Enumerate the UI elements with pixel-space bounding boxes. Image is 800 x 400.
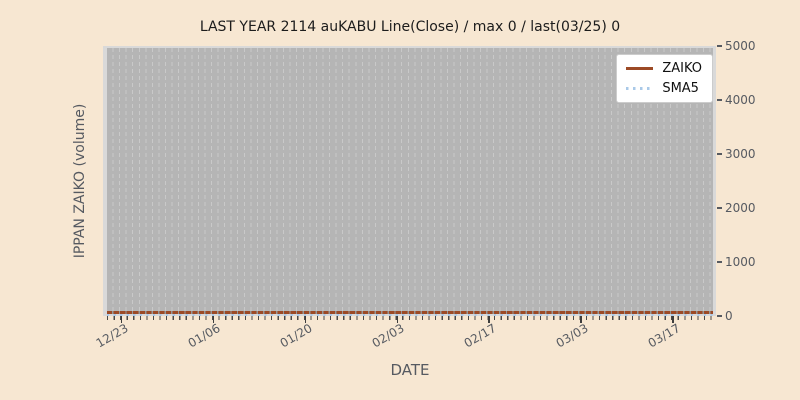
- sma5-line-series: [107, 314, 713, 316]
- legend: ZAIKO SMA5: [616, 54, 713, 103]
- y-tick-mark: [717, 207, 722, 209]
- y-tick-label: 3000: [725, 147, 756, 161]
- chart-title: LAST YEAR 2114 auKABU Line(Close) / max …: [199, 19, 621, 35]
- x-tick-label: 12/23: [93, 321, 131, 351]
- zaiko-line-swatch-icon: [626, 67, 654, 70]
- x-tick-mark: [396, 316, 398, 323]
- y-tick-label: 4000: [725, 93, 756, 107]
- zaiko-line-series: [107, 311, 713, 314]
- y-tick-label: 0: [725, 309, 733, 323]
- x-tick-label: 02/03: [369, 321, 407, 351]
- plot-grid-background: [107, 48, 713, 314]
- x-axis-minor-ticks: [107, 316, 714, 320]
- x-tick-mark: [580, 316, 582, 323]
- y-tick-label: 2000: [725, 201, 756, 215]
- y-tick-mark: [717, 99, 722, 101]
- plot-area: ZAIKO SMA5: [103, 46, 716, 316]
- y-tick-label: 1000: [725, 255, 756, 269]
- x-tick-mark: [304, 316, 306, 323]
- x-axis-label: DATE: [390, 361, 430, 379]
- x-tick-label: 01/06: [185, 321, 223, 351]
- y-tick-mark: [717, 315, 722, 317]
- legend-label-zaiko: ZAIKO: [662, 61, 702, 76]
- x-tick-label: 03/17: [645, 321, 683, 351]
- x-tick-mark: [212, 316, 215, 323]
- y-tick-mark: [717, 45, 722, 47]
- legend-item-zaiko: ZAIKO: [626, 61, 702, 76]
- legend-item-sma5: SMA5: [626, 81, 702, 96]
- x-tick-mark: [672, 316, 674, 323]
- x-tick-mark: [488, 316, 490, 323]
- x-tick-label: 02/17: [461, 321, 499, 351]
- y-tick-label: 5000: [725, 39, 756, 53]
- y-tick-mark: [717, 261, 722, 263]
- y-axis-label: IPPAN ZAIKO (volume): [72, 103, 88, 259]
- x-tick-label: 03/03: [553, 321, 591, 351]
- y-tick-mark: [717, 153, 722, 155]
- x-tick-label: 01/20: [277, 321, 315, 351]
- x-tick-mark: [120, 316, 123, 323]
- sma5-dotted-swatch-icon: [626, 87, 654, 90]
- legend-label-sma5: SMA5: [662, 81, 699, 96]
